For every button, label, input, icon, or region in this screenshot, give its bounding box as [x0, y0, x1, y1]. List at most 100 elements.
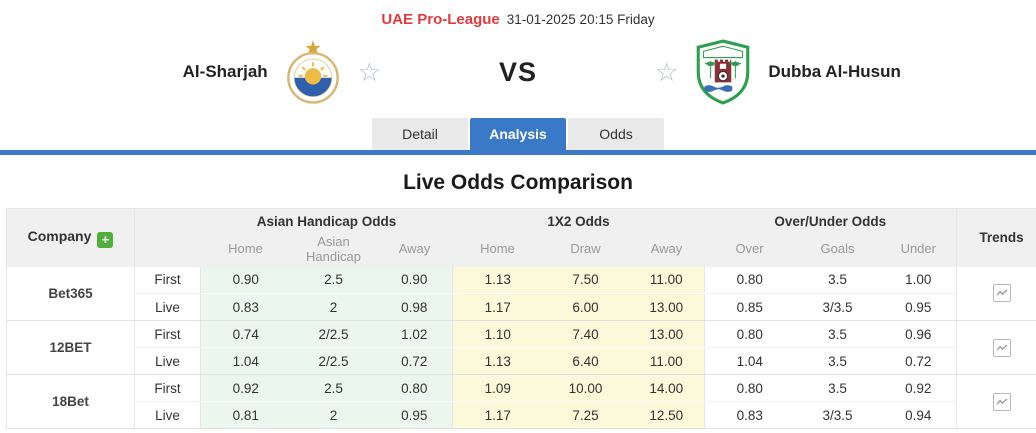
ou-goals-line: 3.5 [794, 320, 881, 348]
ah-line-header: Asian Handicap [306, 233, 361, 264]
away-favorite-star-icon[interactable]: ☆ [655, 57, 679, 87]
stage-label: Live [134, 293, 201, 321]
stage-label: Live [134, 347, 201, 375]
tab-bar: Detail Analysis Odds [0, 118, 1036, 155]
home-team-logo-icon [284, 39, 342, 105]
match-datetime: 31-01-2025 20:15 Friday [506, 11, 655, 27]
asian-handicap-group-header: Asian Handicap Odds [256, 214, 397, 230]
ah-handicap-line: 2/2.5 [290, 320, 377, 348]
away-team-block: ☆ Dubba Al-Husun [593, 39, 1036, 105]
stage-label: First [134, 266, 201, 294]
ah-home-odds: 0.81 [200, 401, 291, 429]
ah-home-odds: 0.83 [200, 293, 291, 321]
line-chart-icon[interactable] [992, 392, 1011, 411]
company-name[interactable]: 12BET [6, 320, 135, 375]
trends-cell [956, 320, 1036, 375]
home-favorite-star-icon[interactable]: ☆ [357, 57, 381, 87]
x12-draw-odds: 10.00 [542, 374, 629, 402]
x12-draw-odds: 7.40 [542, 320, 629, 348]
x12-home-odds: 1.13 [452, 266, 543, 294]
page-title: Live Odds Comparison [403, 171, 633, 194]
x12-home-odds: 1.17 [452, 293, 543, 321]
table-header: Company + Asian Handicap Odds 1X2 Odds Ov… [6, 208, 1036, 267]
tab-odds[interactable]: Odds [568, 118, 664, 150]
ou-over-odds: 0.85 [704, 293, 795, 321]
line-chart-icon[interactable] [992, 284, 1011, 303]
ah-away-odds: 1.02 [376, 320, 453, 348]
ou-goals-line: 3.5 [794, 266, 881, 294]
tab-analysis[interactable]: Analysis [470, 118, 566, 150]
x12-away-header: Away [650, 241, 683, 256]
table-row: Live 0.81 2 0.95 1.17 7.25 12.50 0.83 3/3.5 0.94 [7, 401, 1036, 429]
ou-over-odds: 0.80 [704, 374, 795, 402]
ah-away-odds: 0.98 [376, 293, 453, 321]
x12-draw-odds: 6.40 [542, 347, 629, 375]
ou-under-odds: 0.94 [880, 401, 957, 429]
trends-cell [956, 266, 1036, 321]
league-name: UAE Pro-League [381, 10, 500, 28]
trends-cell [956, 374, 1036, 429]
ou-over-header: Over [735, 241, 764, 256]
stage-label: First [134, 374, 201, 402]
match-header-bar: UAE Pro-League 31-01-2025 20:15 Friday [0, 0, 1036, 30]
ou-under-header: Under [900, 241, 936, 256]
ah-handicap-line: 2.5 [290, 266, 377, 294]
odds-table-body: Bet365 First 0.90 2.5 0.90 1.13 7.50 11.00 0.80 3… [6, 266, 1036, 429]
live-odds-table: Company + Asian Handicap Odds 1X2 Odds Ov… [6, 208, 1036, 429]
x12-away-odds: 11.00 [628, 266, 705, 294]
company-name[interactable]: Bet365 [6, 266, 135, 321]
home-team-block: Al-Sharjah ☆ [0, 39, 443, 105]
x12-away-odds: 13.00 [628, 293, 705, 321]
x12-group-header: 1X2 Odds [547, 214, 610, 230]
ou-under-odds: 0.92 [880, 374, 957, 402]
active-tab-underline [0, 150, 1036, 155]
table-row: Live 1.04 2/2.5 0.72 1.13 6.40 11.00 1.04 3.5 0.7… [7, 347, 1036, 375]
ah-home-odds: 1.04 [200, 347, 291, 375]
vs-label: VS [498, 56, 538, 87]
ah-home-odds: 0.92 [200, 374, 291, 402]
add-company-button[interactable]: + [97, 231, 114, 248]
company-column-header: Company + [6, 208, 135, 267]
ah-away-header: Away [398, 241, 431, 256]
x12-home-odds: 1.17 [452, 401, 543, 429]
ah-away-odds: 0.80 [376, 374, 453, 402]
x12-home-odds: 1.10 [452, 320, 543, 348]
stage-column-header [135, 209, 201, 267]
ou-over-odds: 1.04 [704, 347, 795, 375]
ah-away-odds: 0.95 [376, 401, 453, 429]
home-team-name: Al-Sharjah [182, 62, 268, 81]
x12-away-odds: 13.00 [628, 320, 705, 348]
ou-under-odds: 1.00 [880, 266, 957, 294]
tab-detail[interactable]: Detail [372, 118, 468, 150]
ah-handicap-line: 2 [290, 293, 377, 321]
stage-label: First [134, 320, 201, 348]
table-row: 12BET First 0.74 2/2.5 1.02 1.10 7.40 13.00 0.80… [6, 320, 1036, 375]
ah-handicap-line: 2/2.5 [290, 347, 377, 375]
x12-draw-odds: 6.00 [542, 293, 629, 321]
line-chart-icon[interactable] [992, 338, 1011, 357]
ou-under-odds: 0.95 [880, 293, 957, 321]
x12-home-header: Home [480, 241, 515, 256]
ou-goals-line: 3.5 [794, 347, 881, 375]
ou-over-odds: 0.80 [704, 320, 795, 348]
ah-home-header: Home [228, 241, 263, 256]
x12-draw-odds: 7.25 [542, 401, 629, 429]
ou-goals-line: 3/3.5 [794, 293, 881, 321]
ah-away-odds: 0.72 [376, 347, 453, 375]
ah-away-odds: 0.90 [376, 266, 453, 294]
table-row: 18Bet First 0.92 2.5 0.80 1.09 10.00 14.00 0.80 3… [6, 374, 1036, 429]
ah-home-odds: 0.74 [200, 320, 291, 348]
ou-under-odds: 0.72 [880, 347, 957, 375]
x12-away-odds: 14.00 [628, 374, 705, 402]
ou-over-odds: 0.83 [704, 401, 795, 429]
over-under-group-header: Over/Under Odds [774, 214, 887, 230]
company-name[interactable]: 18Bet [6, 374, 135, 429]
ah-handicap-line: 2 [290, 401, 377, 429]
ou-goals-line: 3.5 [794, 374, 881, 402]
ah-home-odds: 0.90 [200, 266, 291, 294]
ou-over-odds: 0.80 [704, 266, 795, 294]
x12-draw-odds: 7.50 [542, 266, 629, 294]
x12-home-odds: 1.13 [452, 347, 543, 375]
stage-label: Live [134, 401, 201, 429]
away-team-logo-icon [694, 39, 752, 105]
